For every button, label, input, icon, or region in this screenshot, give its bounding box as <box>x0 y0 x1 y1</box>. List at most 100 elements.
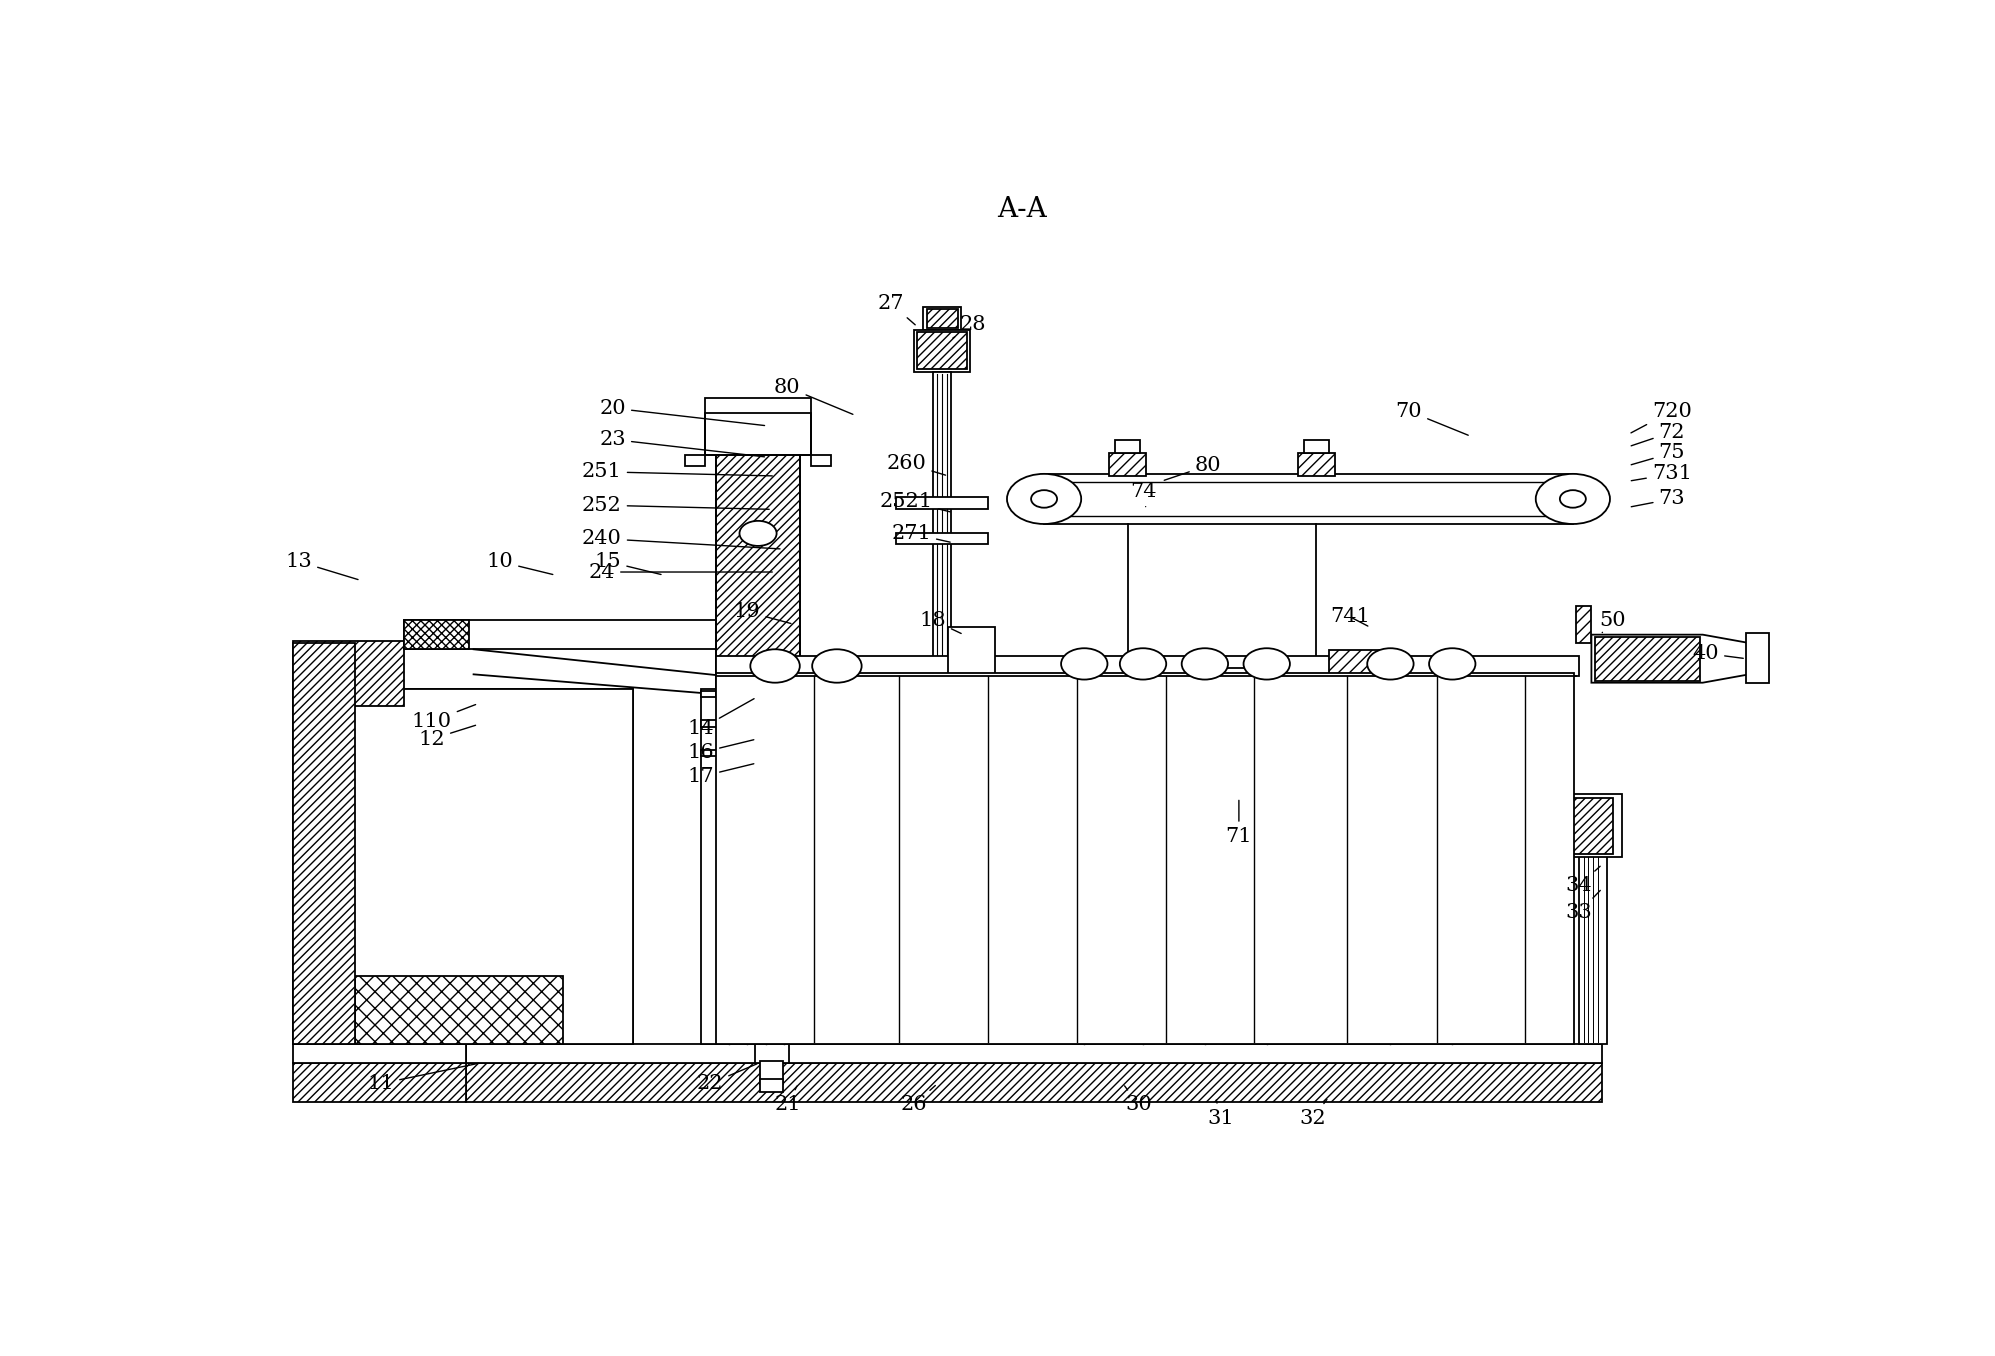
Text: 28: 28 <box>954 315 986 338</box>
Circle shape <box>1031 490 1057 507</box>
Bar <box>293 1063 465 1102</box>
Text: 71: 71 <box>1225 800 1253 846</box>
Text: 240: 240 <box>583 529 780 549</box>
Bar <box>1043 473 1572 523</box>
Text: 17: 17 <box>688 763 754 786</box>
Bar <box>716 445 800 696</box>
Bar <box>948 628 996 674</box>
Bar <box>1746 632 1770 682</box>
Bar <box>355 976 563 1044</box>
Bar <box>700 720 720 727</box>
Bar <box>465 1063 1602 1102</box>
Bar <box>293 641 403 705</box>
Text: 74: 74 <box>1129 483 1157 507</box>
Circle shape <box>1367 648 1414 679</box>
Text: 50: 50 <box>1600 610 1626 632</box>
Text: 22: 22 <box>696 1064 756 1093</box>
Bar <box>403 620 720 650</box>
Text: 32: 32 <box>1301 1100 1327 1128</box>
Bar <box>686 456 706 465</box>
Text: 18: 18 <box>920 610 962 633</box>
Text: 731: 731 <box>1632 464 1692 483</box>
Bar <box>1105 673 1149 692</box>
Text: 27: 27 <box>878 294 916 325</box>
Text: 11: 11 <box>367 1063 479 1093</box>
Circle shape <box>1181 648 1229 679</box>
Text: 13: 13 <box>285 552 357 579</box>
Bar <box>293 1044 465 1063</box>
Text: 16: 16 <box>688 740 754 762</box>
Bar <box>716 445 800 696</box>
Text: 19: 19 <box>734 602 790 624</box>
Bar <box>1297 453 1335 476</box>
Bar <box>293 689 632 1044</box>
Bar <box>1195 694 1215 1044</box>
Text: 80: 80 <box>774 378 854 415</box>
Bar <box>754 1040 788 1063</box>
Bar <box>1109 453 1145 476</box>
Bar <box>1381 674 1400 1044</box>
Bar <box>896 533 988 544</box>
Text: 251: 251 <box>583 462 772 481</box>
Bar <box>1442 674 1462 1044</box>
Bar <box>918 332 968 369</box>
Text: 741: 741 <box>1331 607 1371 626</box>
Circle shape <box>1560 490 1586 507</box>
Bar <box>293 689 632 1044</box>
Text: 271: 271 <box>892 523 950 542</box>
Circle shape <box>1428 648 1476 679</box>
Text: 23: 23 <box>598 430 764 457</box>
Bar <box>926 309 958 328</box>
Bar <box>700 689 816 1044</box>
Bar <box>293 643 355 1044</box>
Text: 72: 72 <box>1632 423 1686 446</box>
Bar <box>934 372 952 696</box>
Bar <box>706 414 810 456</box>
Circle shape <box>812 650 862 682</box>
Bar <box>700 750 720 755</box>
Text: 34: 34 <box>1566 866 1600 895</box>
Bar <box>1564 795 1622 857</box>
Bar <box>914 330 970 372</box>
Bar <box>1576 606 1592 643</box>
Bar <box>896 496 988 510</box>
Bar <box>760 1079 782 1092</box>
Bar <box>1329 651 1387 677</box>
Text: 21: 21 <box>774 1086 800 1115</box>
Bar <box>1570 797 1614 854</box>
Text: 75: 75 <box>1632 443 1686 465</box>
Bar <box>465 1044 1602 1063</box>
Bar <box>700 692 720 697</box>
Bar <box>1133 694 1153 1044</box>
Text: 252: 252 <box>583 496 770 515</box>
Circle shape <box>750 650 800 682</box>
Polygon shape <box>1592 635 1750 682</box>
Text: 73: 73 <box>1632 490 1686 508</box>
Bar <box>1223 669 1251 1044</box>
Bar <box>1305 441 1329 453</box>
Bar <box>1594 637 1700 681</box>
Bar <box>924 306 962 330</box>
Text: 12: 12 <box>419 725 475 749</box>
Text: 33: 33 <box>1566 891 1600 922</box>
Circle shape <box>1061 648 1107 679</box>
Bar <box>706 397 810 456</box>
Bar <box>716 655 1580 677</box>
Text: 40: 40 <box>1692 644 1744 663</box>
Circle shape <box>1536 473 1610 523</box>
Bar <box>810 456 830 465</box>
Text: A-A: A-A <box>998 197 1047 224</box>
Bar <box>716 674 1574 1044</box>
Text: 14: 14 <box>688 698 754 738</box>
Circle shape <box>1119 648 1167 679</box>
Text: 80: 80 <box>1165 456 1221 480</box>
Bar <box>1257 694 1277 1044</box>
Bar <box>403 620 469 650</box>
Text: 70: 70 <box>1396 401 1468 435</box>
Text: 30: 30 <box>1125 1086 1151 1115</box>
Bar <box>1115 441 1139 453</box>
Bar <box>760 1060 782 1083</box>
Text: 31: 31 <box>1207 1100 1233 1128</box>
Circle shape <box>1243 648 1291 679</box>
Text: 24: 24 <box>589 563 772 582</box>
